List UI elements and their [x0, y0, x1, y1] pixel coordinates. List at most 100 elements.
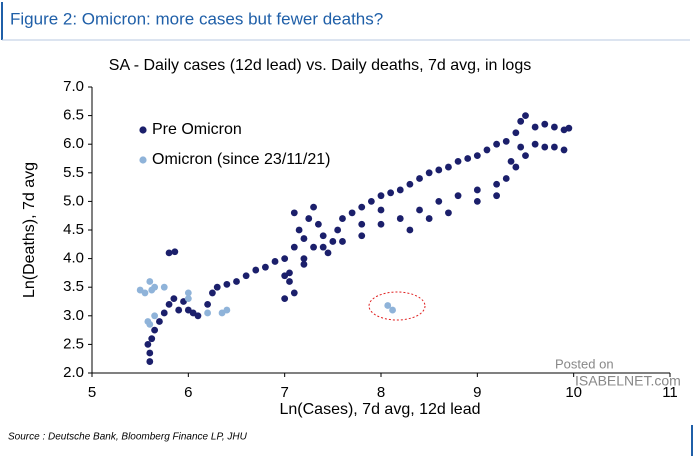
point	[507, 157, 515, 165]
point	[194, 312, 202, 320]
point	[310, 203, 317, 211]
point	[148, 286, 156, 294]
point	[329, 238, 337, 245]
point	[473, 186, 481, 194]
point	[377, 220, 385, 228]
point	[156, 318, 163, 325]
watermark: Posted on	[555, 356, 614, 371]
x-tick-label: 8	[377, 384, 385, 401]
point	[262, 263, 269, 271]
point	[184, 289, 192, 297]
y-tick-label: 7.0	[63, 78, 84, 95]
source: Source : Deutsche Bank, Bloomberg Financ…	[8, 432, 248, 443]
point	[141, 289, 149, 297]
chart-subtitle: SA - Daily cases (12d lead) vs. Daily de…	[109, 57, 531, 74]
point	[522, 112, 529, 119]
point	[517, 117, 525, 125]
x-tick-label: 11	[662, 384, 678, 401]
point	[300, 255, 308, 262]
point	[300, 235, 308, 242]
point	[416, 175, 423, 182]
point	[281, 255, 289, 262]
point	[334, 226, 342, 234]
point	[165, 249, 173, 257]
point	[425, 169, 433, 177]
point	[377, 192, 385, 200]
point	[406, 226, 414, 234]
y-tick-label: 5.0	[63, 192, 84, 209]
point	[435, 198, 443, 205]
point	[454, 157, 462, 165]
point	[406, 180, 414, 188]
point	[300, 260, 308, 268]
point	[483, 146, 491, 154]
point	[223, 280, 231, 288]
legend-label: Pre Omicron	[152, 121, 242, 138]
point	[151, 326, 159, 334]
point	[435, 166, 443, 174]
point	[358, 203, 366, 211]
point	[493, 140, 500, 148]
point	[290, 289, 298, 297]
point	[522, 152, 529, 160]
point	[290, 209, 298, 217]
plot: 2.0 2.5 3.0 3.5 4.0 4.5 5.0 5.5 6.0 6.5 7.0 5 6 7 8 9 10…	[63, 78, 678, 401]
point	[160, 309, 168, 317]
point	[339, 215, 346, 222]
x-tick-label: 5	[88, 384, 96, 401]
point	[160, 283, 168, 291]
x-tick-label: 7	[280, 384, 288, 401]
legend-label: Omicron (since 23/11/21)	[152, 151, 330, 168]
point	[252, 266, 260, 274]
y-tick-label: 6.0	[63, 135, 84, 152]
point	[281, 295, 289, 303]
point	[560, 146, 568, 154]
y-axis-label: Ln(Deaths), 7d avg	[21, 162, 38, 298]
point	[146, 349, 154, 357]
point	[146, 358, 154, 365]
point	[204, 300, 212, 308]
point	[445, 163, 452, 171]
point	[396, 186, 404, 194]
point	[416, 206, 423, 214]
point	[233, 278, 240, 285]
point	[493, 192, 500, 200]
point	[551, 143, 558, 151]
point	[493, 180, 500, 188]
y-tick-label: 3.5	[63, 278, 84, 295]
point	[502, 175, 510, 182]
point	[204, 309, 212, 317]
point	[170, 295, 178, 303]
x-tick-label: 6	[184, 384, 192, 401]
point	[512, 163, 520, 171]
watermark: ISABELNET.com	[575, 373, 681, 389]
point	[223, 306, 231, 314]
annotation-ellipse	[368, 291, 426, 321]
point	[144, 318, 152, 325]
point	[512, 129, 520, 137]
legend-marker	[139, 156, 147, 164]
point	[425, 215, 433, 222]
point	[565, 124, 573, 132]
point	[310, 243, 317, 251]
point	[319, 243, 327, 251]
point	[314, 220, 322, 228]
point	[551, 123, 558, 131]
x-tick-label: 9	[473, 384, 481, 401]
point	[473, 152, 481, 160]
chart-title: Figure 2: Omicron: more cases but fewer …	[10, 9, 383, 28]
point	[502, 137, 510, 145]
point	[377, 206, 385, 214]
y-tick-label: 4.0	[63, 250, 84, 267]
point	[286, 278, 293, 285]
point	[144, 341, 152, 348]
y-tick-label: 2.0	[63, 364, 84, 381]
point	[358, 232, 366, 240]
point	[473, 198, 481, 205]
y-tick-label: 5.5	[63, 164, 84, 181]
point	[146, 278, 154, 285]
point	[305, 215, 313, 222]
point	[175, 306, 183, 314]
point	[290, 243, 298, 251]
